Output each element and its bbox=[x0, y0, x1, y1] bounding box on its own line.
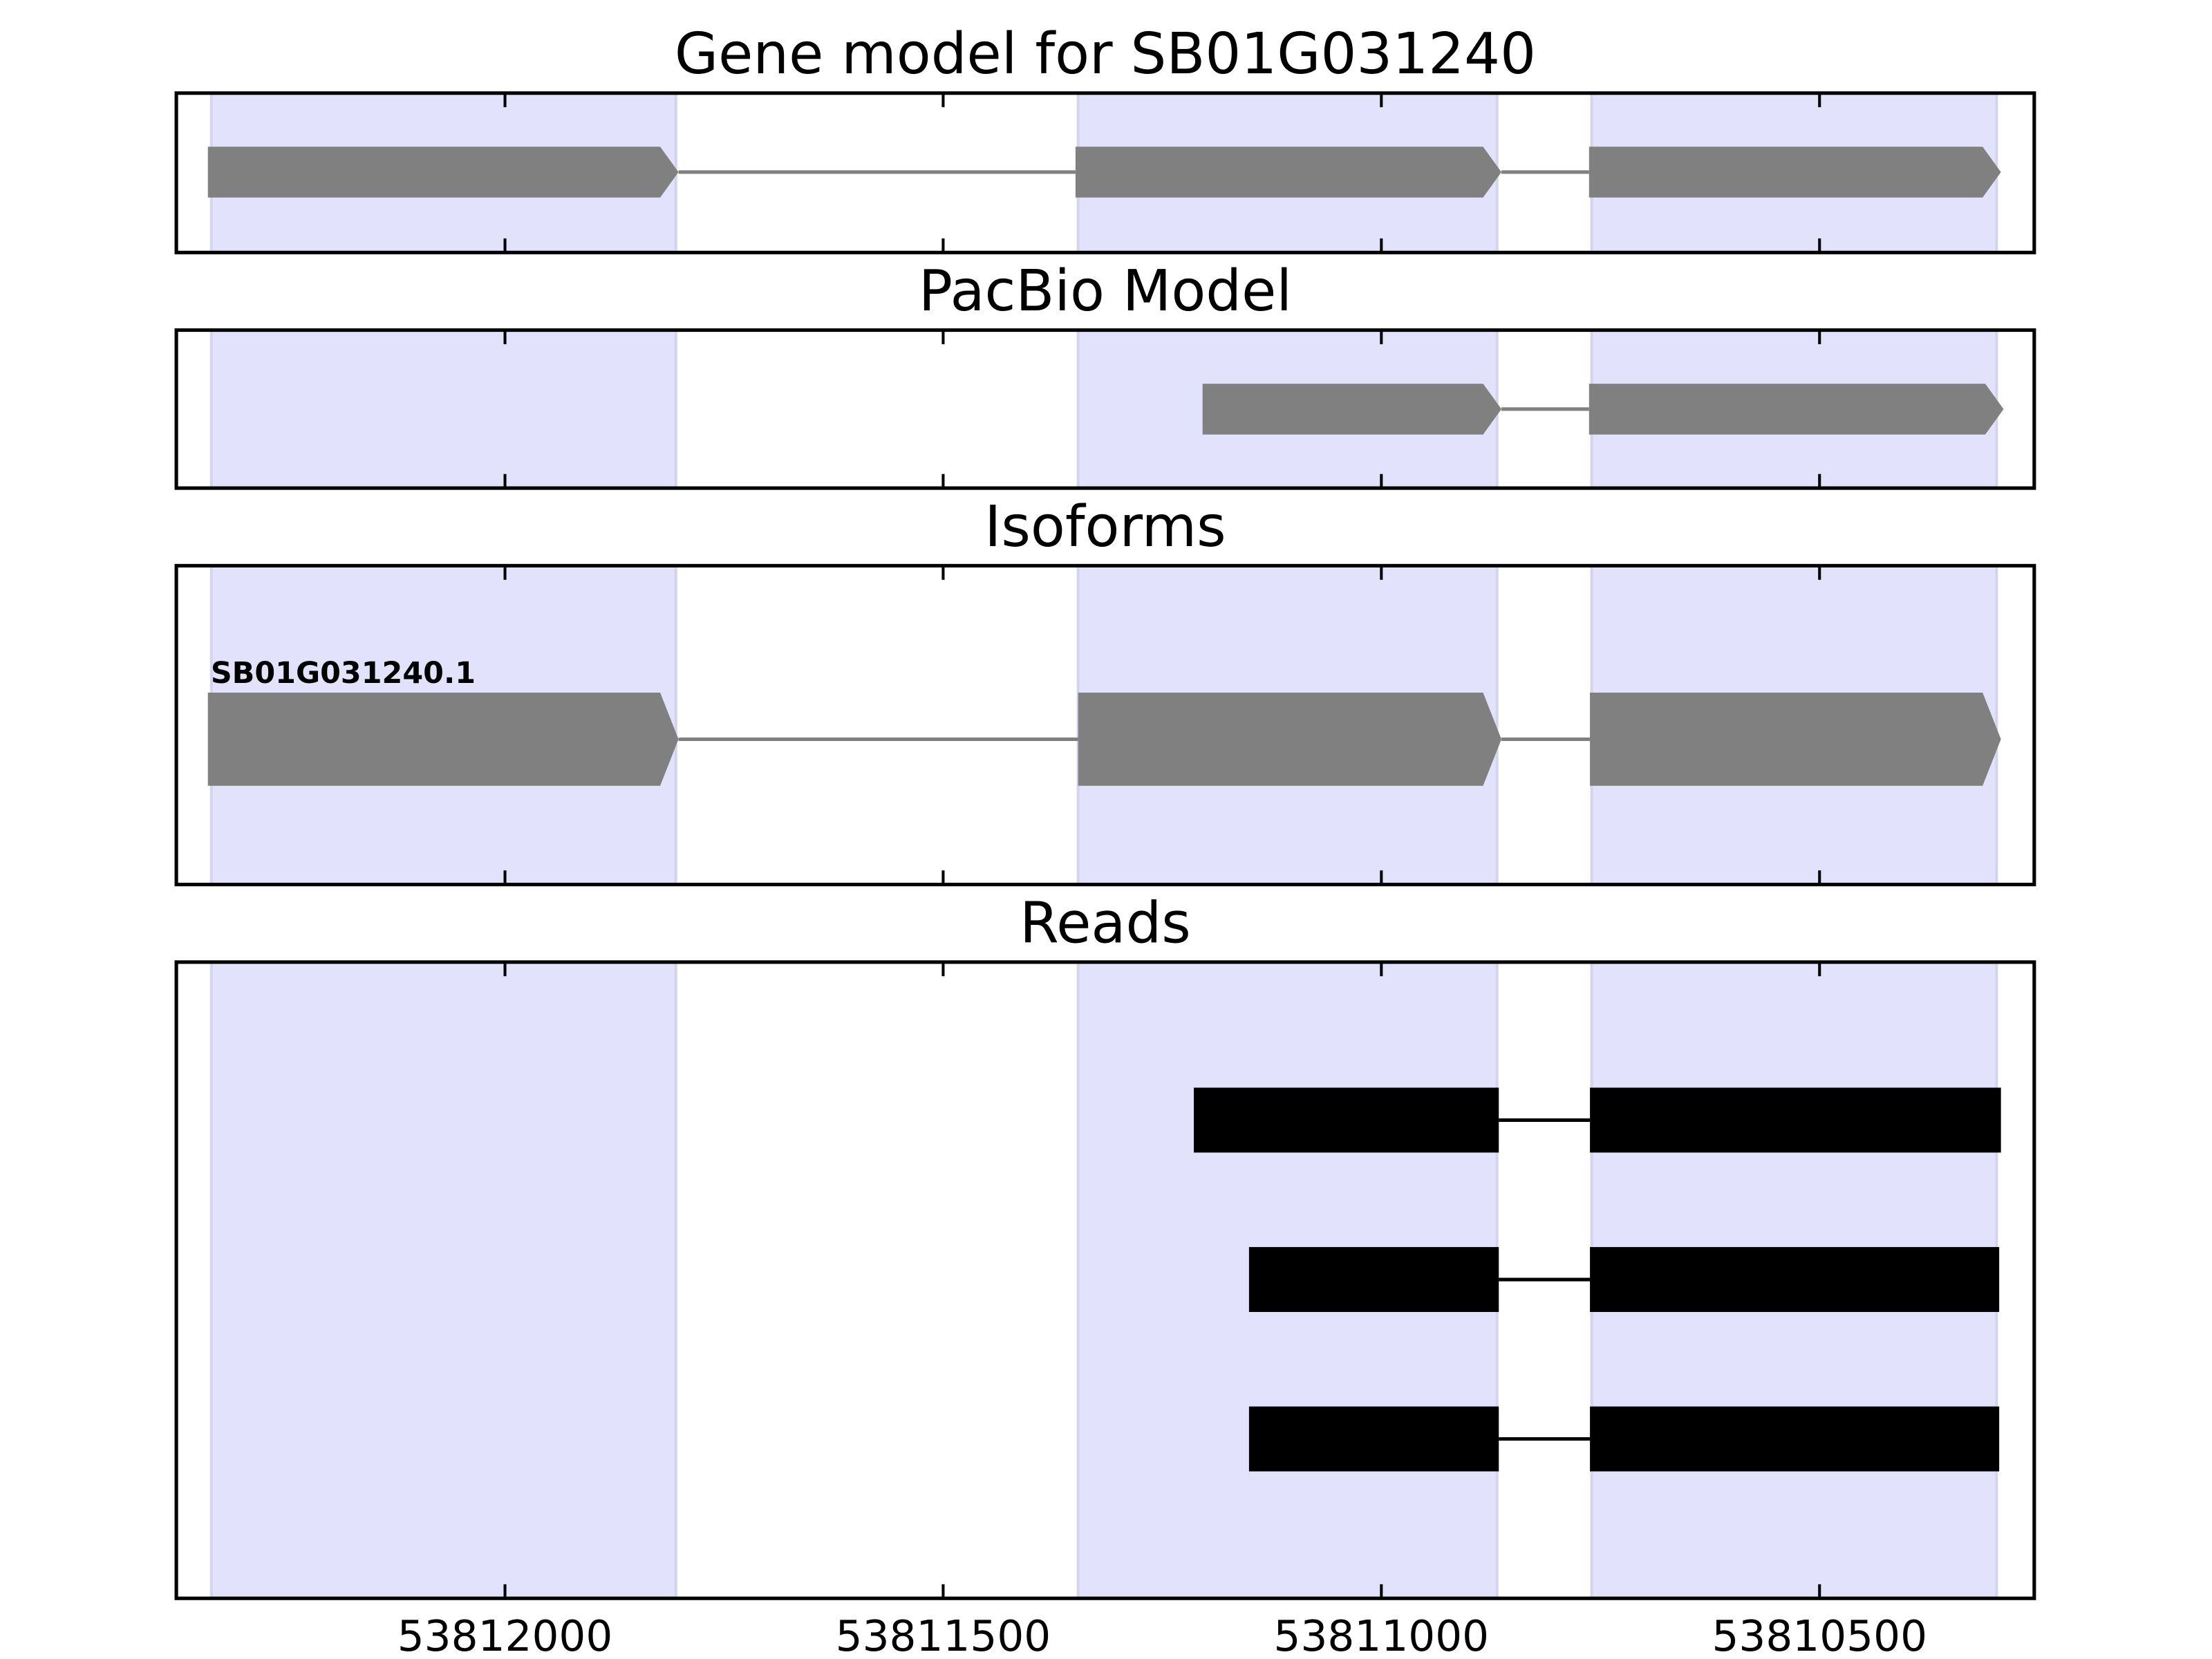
isoform-label: SB01G031240.1 bbox=[211, 656, 476, 691]
exon bbox=[207, 147, 679, 198]
panel-title: Isoforms bbox=[984, 494, 1226, 560]
panel-title: PacBio Model bbox=[919, 259, 1292, 324]
exon bbox=[207, 693, 679, 786]
exon bbox=[1588, 384, 2004, 435]
exon bbox=[1078, 693, 1502, 786]
read-block bbox=[1590, 1406, 2000, 1472]
panel-title: Reads bbox=[1020, 890, 1191, 956]
x-tick-label: 53811500 bbox=[836, 1612, 1051, 1659]
read-block bbox=[1194, 1087, 1499, 1153]
panel-frame bbox=[174, 960, 2036, 1600]
exon bbox=[1588, 147, 2001, 198]
x-tick-label: 53811000 bbox=[1274, 1612, 1490, 1659]
panel-title: Gene model for SB01G031240 bbox=[675, 21, 1536, 87]
x-tick-label: 53810500 bbox=[1712, 1612, 1927, 1659]
exon bbox=[1202, 384, 1502, 435]
read-block bbox=[1590, 1087, 2001, 1153]
exon-region bbox=[209, 328, 677, 490]
read-block bbox=[1248, 1247, 1499, 1312]
read-block bbox=[1248, 1406, 1499, 1472]
exon bbox=[1075, 147, 1502, 198]
read-block bbox=[1590, 1247, 2000, 1312]
exon-region bbox=[209, 960, 677, 1600]
panel-frame bbox=[174, 328, 2036, 490]
exon bbox=[1590, 693, 2001, 786]
x-tick-label: 53812000 bbox=[397, 1612, 613, 1659]
panel-frame bbox=[174, 563, 2036, 887]
panel-frame bbox=[174, 91, 2036, 254]
